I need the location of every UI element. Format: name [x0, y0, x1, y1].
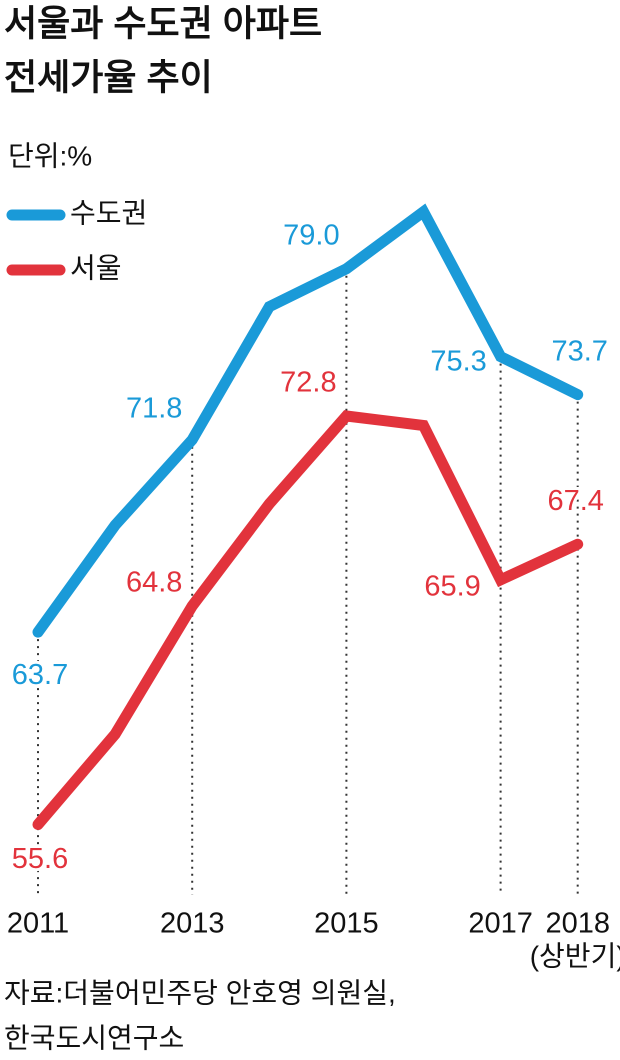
series-line: [32, 410, 584, 830]
legend-label: 서울: [70, 252, 122, 283]
x-tick-label: 2018: [545, 908, 610, 940]
x-tick-label: 2013: [160, 908, 225, 940]
data-label: 63.7: [12, 659, 68, 691]
data-label: 67.4: [547, 485, 603, 517]
series-line: [32, 203, 584, 638]
chart-title: 전세가율 추이: [4, 57, 213, 98]
x-tick-label: 2017: [468, 908, 533, 940]
chart-title: 서울과 수도권 아파트: [4, 3, 322, 44]
x-tick-note: (상반기): [530, 940, 620, 971]
x-tick-label: 2015: [314, 908, 379, 940]
data-label: 72.8: [280, 367, 336, 399]
data-label: 71.8: [126, 392, 182, 424]
data-label: 79.0: [283, 219, 339, 251]
data-label: 55.6: [12, 843, 68, 875]
data-label: 73.7: [551, 335, 607, 367]
legend-label: 수도권: [70, 197, 147, 228]
data-label: 64.8: [126, 567, 182, 599]
source: 자료:더불어민주당 안호영 의원실,: [4, 977, 396, 1008]
data-label: 75.3: [430, 345, 486, 377]
unit-label: 단위:%: [8, 140, 92, 171]
source: 한국도시연구소: [4, 1022, 184, 1053]
x-tick-label: 2011: [7, 908, 69, 940]
data-label: 65.9: [424, 571, 480, 603]
